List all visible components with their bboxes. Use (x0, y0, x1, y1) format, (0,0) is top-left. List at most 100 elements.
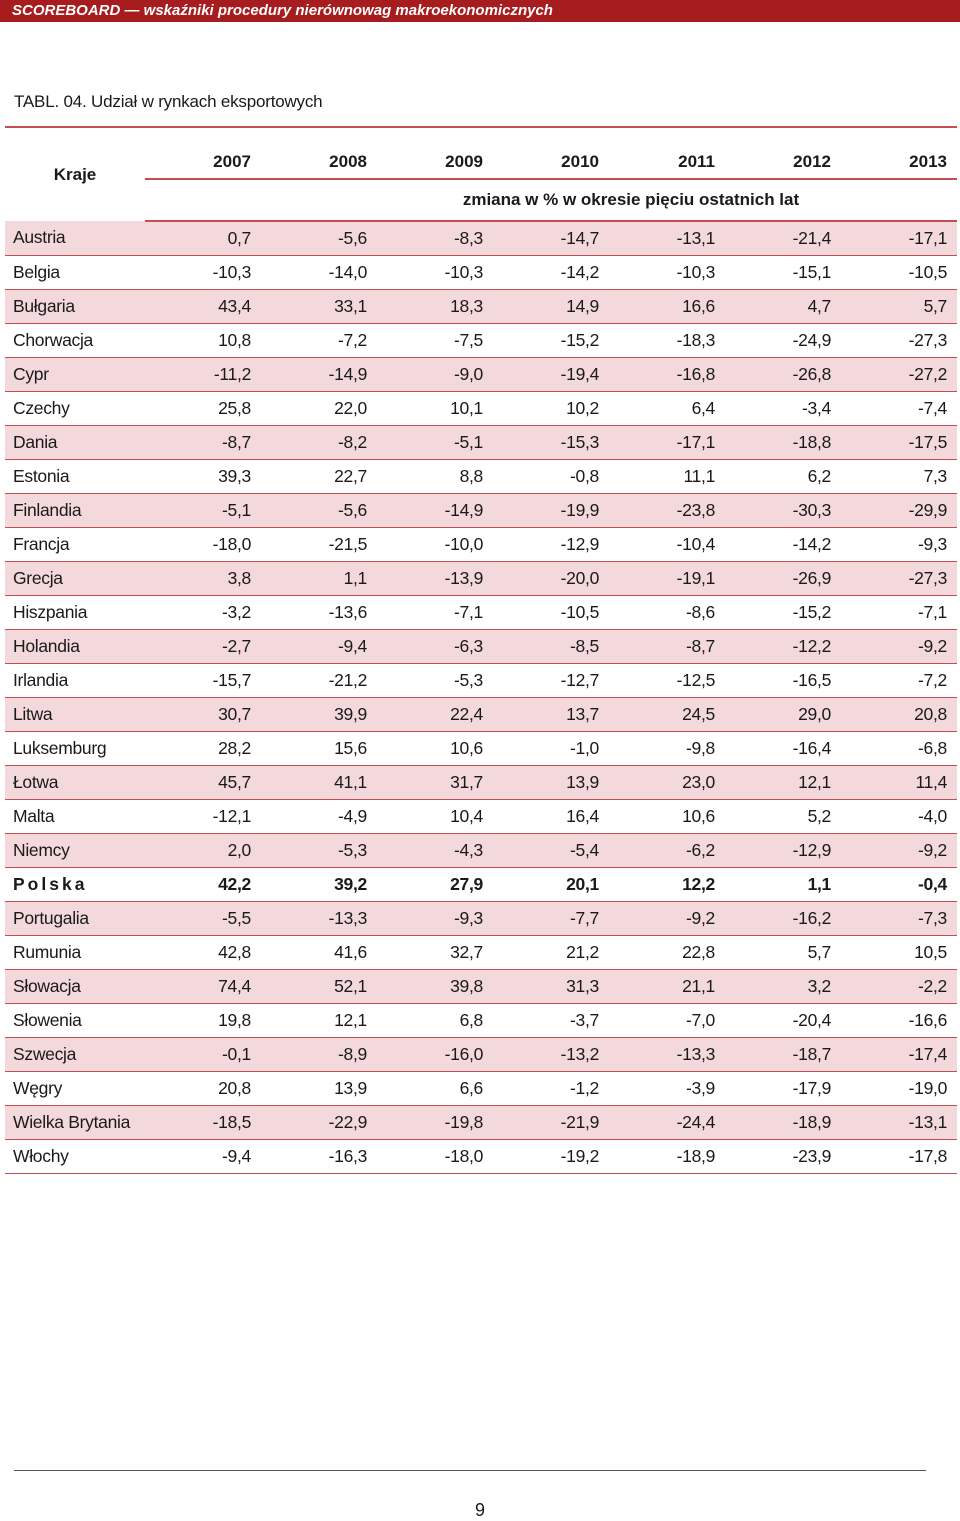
value-cell: 6,4 (609, 391, 725, 426)
value-cell: -18,3 (609, 323, 725, 358)
value-cell: -8,2 (261, 425, 377, 460)
value-cell: -14,9 (377, 493, 493, 528)
value-cell: -15,3 (493, 425, 609, 460)
value-cell: -16,5 (725, 663, 841, 698)
table-row: Portugalia -5,5 -13,3 -9,3 -7,7 -9,2 -16,2 -7,3 (5, 901, 957, 936)
value-cell: -1,0 (493, 731, 609, 766)
value-cell: -0,4 (841, 867, 957, 902)
value-cell: -16,4 (725, 731, 841, 766)
value-cell: -4,3 (377, 833, 493, 868)
value-cell: 1,1 (261, 561, 377, 596)
value-cell: -5,3 (261, 833, 377, 868)
value-cell: -24,9 (725, 323, 841, 358)
value-cell: 22,0 (261, 391, 377, 426)
value-cell: -19,1 (609, 561, 725, 596)
value-cell: -9,0 (377, 357, 493, 392)
value-cell: 31,3 (493, 969, 609, 1004)
value-cell: -18,0 (377, 1139, 493, 1174)
value-cell: -27,3 (841, 323, 957, 358)
value-cell: -10,5 (841, 255, 957, 290)
value-cell: 20,1 (493, 867, 609, 902)
value-cell: 10,2 (493, 391, 609, 426)
value-cell: -17,4 (841, 1037, 957, 1072)
value-cell: 41,6 (261, 935, 377, 970)
value-cell: -5,3 (377, 663, 493, 698)
value-cell: -16,3 (261, 1139, 377, 1174)
value-cell: -7,1 (841, 595, 957, 630)
value-cell: -8,6 (609, 595, 725, 630)
table-row: Węgry 20,8 13,9 6,6 -1,2 -3,9 -17,9 -19,0 (5, 1071, 957, 1106)
country-name: Luksemburg (5, 731, 145, 766)
value-cell: -9,2 (609, 901, 725, 936)
change-subheader: zmiana w % w okresie pięciu ostatnich la… (145, 179, 957, 222)
table-row: Estonia 39,3 22,7 8,8 -0,8 11,1 6,2 7,3 (5, 459, 957, 494)
table-row: Austria 0,7 -5,6 -8,3 -14,7 -13,1 -21,4 -17,1 (5, 221, 957, 256)
value-cell: -3,4 (725, 391, 841, 426)
table-row: Dania -8,7 -8,2 -5,1 -15,3 -17,1 -18,8 -17,5 (5, 425, 957, 460)
value-cell: -18,5 (145, 1105, 261, 1140)
year-header-2007: 2007 (145, 126, 261, 180)
value-cell: -20,0 (493, 561, 609, 596)
table-row: Polska 42,2 39,2 27,9 20,1 12,2 1,1 -0,4 (5, 867, 957, 902)
country-name: Włochy (5, 1139, 145, 1174)
value-cell: -13,3 (609, 1037, 725, 1072)
year-header-2011: 2011 (609, 126, 725, 180)
country-name: Malta (5, 799, 145, 834)
country-name: Austria (5, 221, 145, 256)
value-cell: -10,3 (377, 255, 493, 290)
value-cell: 15,6 (261, 731, 377, 766)
value-cell: -19,4 (493, 357, 609, 392)
value-cell: -21,5 (261, 527, 377, 562)
value-cell: -18,9 (609, 1139, 725, 1174)
value-cell: -9,4 (145, 1139, 261, 1174)
table-row: Słowacja 74,4 52,1 39,8 31,3 21,1 3,2 -2,2 (5, 969, 957, 1004)
value-cell: 21,1 (609, 969, 725, 1004)
value-cell: -9,8 (609, 731, 725, 766)
value-cell: -23,8 (609, 493, 725, 528)
value-cell: 52,1 (261, 969, 377, 1004)
value-cell: 24,5 (609, 697, 725, 732)
value-cell: 16,6 (609, 289, 725, 324)
value-cell: 12,1 (725, 765, 841, 800)
country-name: Litwa (5, 697, 145, 732)
value-cell: -24,4 (609, 1105, 725, 1140)
value-cell: -7,3 (841, 901, 957, 936)
value-cell: -12,2 (725, 629, 841, 664)
table-row: Szwecja -0,1 -8,9 -16,0 -13,2 -13,3 -18,7 -17,4 (5, 1037, 957, 1072)
year-header-2008: 2008 (261, 126, 377, 180)
value-cell: -5,6 (261, 493, 377, 528)
value-cell: -13,1 (609, 221, 725, 256)
value-cell: -12,1 (145, 799, 261, 834)
value-cell: -14,2 (725, 527, 841, 562)
table-row: Rumunia 42,8 41,6 32,7 21,2 22,8 5,7 10,5 (5, 935, 957, 970)
value-cell: -1,2 (493, 1071, 609, 1106)
country-name: Łotwa (5, 765, 145, 800)
value-cell: -9,4 (261, 629, 377, 664)
value-cell: 23,0 (609, 765, 725, 800)
value-cell: 10,6 (609, 799, 725, 834)
country-name: Finlandia (5, 493, 145, 528)
country-name: Polska (5, 867, 145, 902)
table-row: Łotwa 45,7 41,1 31,7 13,9 23,0 12,1 11,4 (5, 765, 957, 800)
value-cell: -8,9 (261, 1037, 377, 1072)
value-cell: 4,7 (725, 289, 841, 324)
footer-divider (14, 1470, 926, 1471)
country-name: Chorwacja (5, 323, 145, 358)
value-cell: 11,1 (609, 459, 725, 494)
value-cell: -18,7 (725, 1037, 841, 1072)
value-cell: -17,9 (725, 1071, 841, 1106)
value-cell: 25,8 (145, 391, 261, 426)
value-cell: -8,3 (377, 221, 493, 256)
value-cell: 13,9 (493, 765, 609, 800)
value-cell: 33,1 (261, 289, 377, 324)
value-cell: -2,2 (841, 969, 957, 1004)
value-cell: -22,9 (261, 1105, 377, 1140)
value-cell: -21,9 (493, 1105, 609, 1140)
value-cell: -30,3 (725, 493, 841, 528)
value-cell: -9,2 (841, 833, 957, 868)
value-cell: -6,2 (609, 833, 725, 868)
value-cell: -8,5 (493, 629, 609, 664)
country-name: Słowacja (5, 969, 145, 1004)
value-cell: -14,2 (493, 255, 609, 290)
value-cell: -10,4 (609, 527, 725, 562)
